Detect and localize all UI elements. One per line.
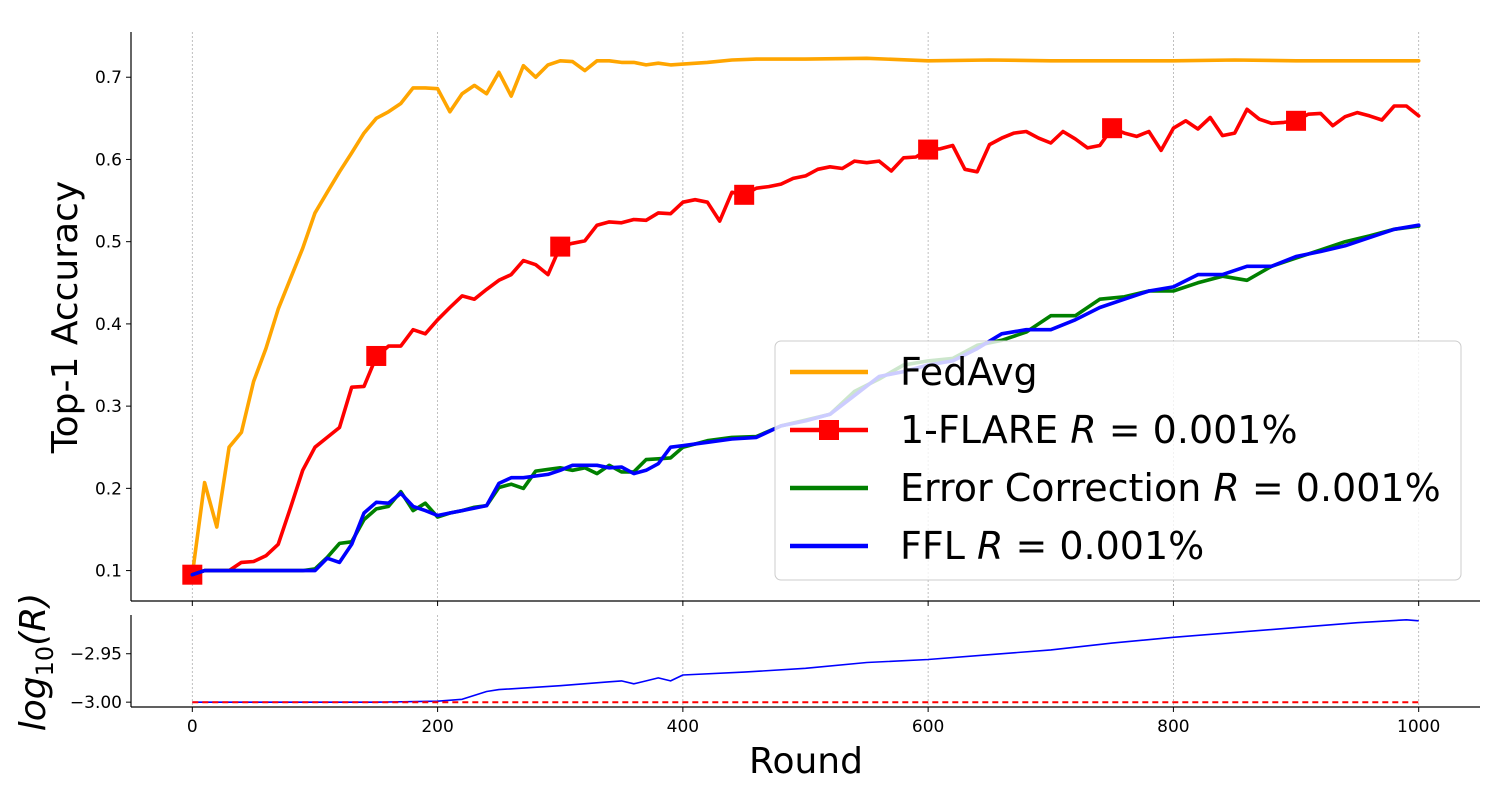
legend-label-fedavg: FedAvg	[900, 350, 1038, 394]
series-marker-flare	[1102, 118, 1123, 139]
top-axes: 0.1 0.2 0.3 0.4 0.5 0.6 0.7	[95, 32, 1480, 606]
top-y-axis-title: Top-1 Accuracy	[45, 181, 86, 454]
legend-label-ffl: FFL R = 0.001%	[900, 524, 1204, 568]
bottom-y-axis-title-base: log	[13, 676, 54, 731]
top-y-tick-label: 0.1	[95, 562, 122, 582]
legend-box	[774, 340, 1462, 581]
bottom-y-tick-label: −3.00	[70, 693, 122, 713]
series-marker-flare	[366, 345, 387, 366]
legend: FedAvg 1-FLARE R = 0.001% Error Correction…	[774, 340, 1462, 581]
bottom-x-tick-label: 200	[421, 717, 453, 737]
bottom-x-tick-label: 0	[187, 717, 198, 737]
series-line-ffl	[190, 223, 1421, 577]
series-marker-flare	[550, 236, 571, 257]
top-y-tick-label: 0.6	[95, 150, 122, 170]
bottom-x-tick-label: 400	[667, 717, 699, 737]
log-ratio-line	[192, 618, 1419, 704]
bottom-y-axis-title: log10(R)	[13, 593, 59, 732]
x-axis-title: Round	[749, 741, 863, 782]
bottom-y-axis-title-arg: (R)	[13, 593, 54, 646]
bottom-x-tick-label: 1000	[1397, 717, 1440, 737]
top-y-tick-label: 0.5	[95, 233, 122, 253]
bottom-x-tick-label: 600	[912, 717, 944, 737]
series-marker-flare	[734, 184, 755, 205]
top-gridlines	[191, 32, 1420, 601]
legend-label-flare: 1-FLARE R = 0.001%	[900, 408, 1298, 452]
series-line-fedavg	[190, 56, 1421, 577]
bottom-axes: −2.95 −3.00 0 200 400 600 800 1000	[70, 615, 1480, 737]
series-line-flare	[190, 104, 1421, 577]
bottom-gridlines	[191, 615, 1420, 707]
bottom-series-group	[192, 618, 1419, 704]
legend-label-error-correction: Error Correction R = 0.001%	[900, 466, 1441, 510]
top-panel: 0.1 0.2 0.3 0.4 0.5 0.6 0.7 Top-1 Accuracy Fed…	[45, 32, 1480, 606]
top-y-tick-label: 0.2	[95, 479, 122, 499]
bottom-y-axis-title-sub: 10	[31, 646, 59, 677]
top-y-tick-label: 0.4	[95, 315, 122, 335]
legend-marker-flare	[819, 420, 839, 440]
top-y-tick-label: 0.7	[95, 68, 122, 88]
top-series-group	[182, 56, 1421, 585]
bottom-y-tick-label: −2.95	[70, 645, 122, 665]
series-marker-flare	[1286, 110, 1307, 131]
bottom-x-tick-label: 800	[1157, 717, 1189, 737]
bottom-panel: −2.95 −3.00 0 200 400 600 800 1000 log10(R) Rou…	[13, 593, 1480, 782]
series-marker-flare	[918, 139, 939, 160]
top-y-tick-label: 0.3	[95, 397, 122, 417]
